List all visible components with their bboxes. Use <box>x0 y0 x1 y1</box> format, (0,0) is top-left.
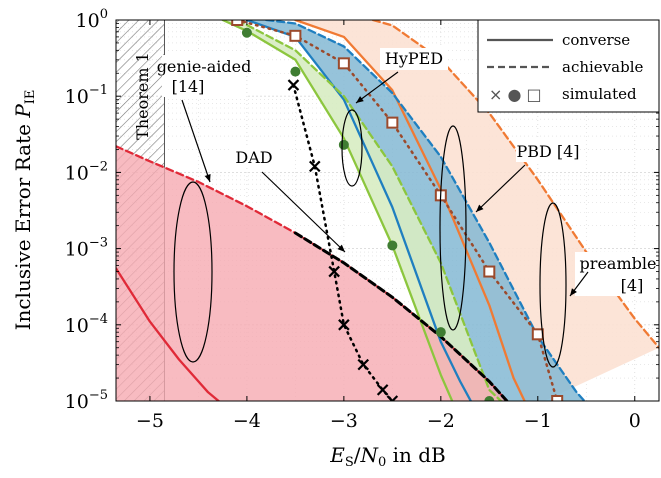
marker-circle <box>387 240 397 250</box>
legend-simulated-label: simulated <box>562 85 637 103</box>
dad-label: DAD <box>235 148 272 167</box>
x-tick-label: −1 <box>524 410 552 432</box>
marker-circle <box>290 67 300 77</box>
genie-aided-label: genie-aided <box>157 57 252 76</box>
genie-aided-ref-label: [14] <box>172 77 205 96</box>
pbd-label: PBD [4] <box>516 142 579 161</box>
x-tick-label: 0 <box>629 410 641 432</box>
legend: converse achievable × ● □ simulated <box>478 20 659 112</box>
x-tick-label: −4 <box>233 410 261 432</box>
x-tick-label: −5 <box>136 410 164 432</box>
y-tick-label: 10−1 <box>65 83 108 108</box>
y-tick-label: 10−2 <box>65 159 108 184</box>
marker-square <box>387 118 397 128</box>
marker-square <box>484 267 494 277</box>
x-axis-title: ES/N0 in dB <box>329 443 446 470</box>
marker-circle <box>242 28 252 38</box>
y-tick-label: 100 <box>76 7 108 32</box>
marker-square <box>290 31 300 41</box>
x-tick-label: −2 <box>427 410 455 432</box>
marker-square <box>339 58 349 68</box>
marker-square <box>533 329 543 339</box>
hyped-label: HyPED <box>385 49 443 68</box>
theorem-label: Theorem 1 <box>133 52 152 140</box>
preamble-ref-label: [4] <box>621 276 644 295</box>
legend-converse-label: converse <box>562 31 630 49</box>
legend-simulated-symbols: × ● □ <box>489 85 542 104</box>
marker-circle <box>436 327 446 337</box>
legend-achievable-label: achievable <box>562 58 643 76</box>
y-tick-label: 10−5 <box>65 388 108 413</box>
marker-circle <box>339 140 349 150</box>
x-tick-label: −3 <box>330 410 358 432</box>
y-axis-title: Inclusive Error Rate PIE <box>11 90 38 331</box>
y-tick-label: 10−4 <box>65 312 108 337</box>
preamble-label: preamble <box>580 254 657 273</box>
y-tick-label: 10−3 <box>65 236 108 261</box>
